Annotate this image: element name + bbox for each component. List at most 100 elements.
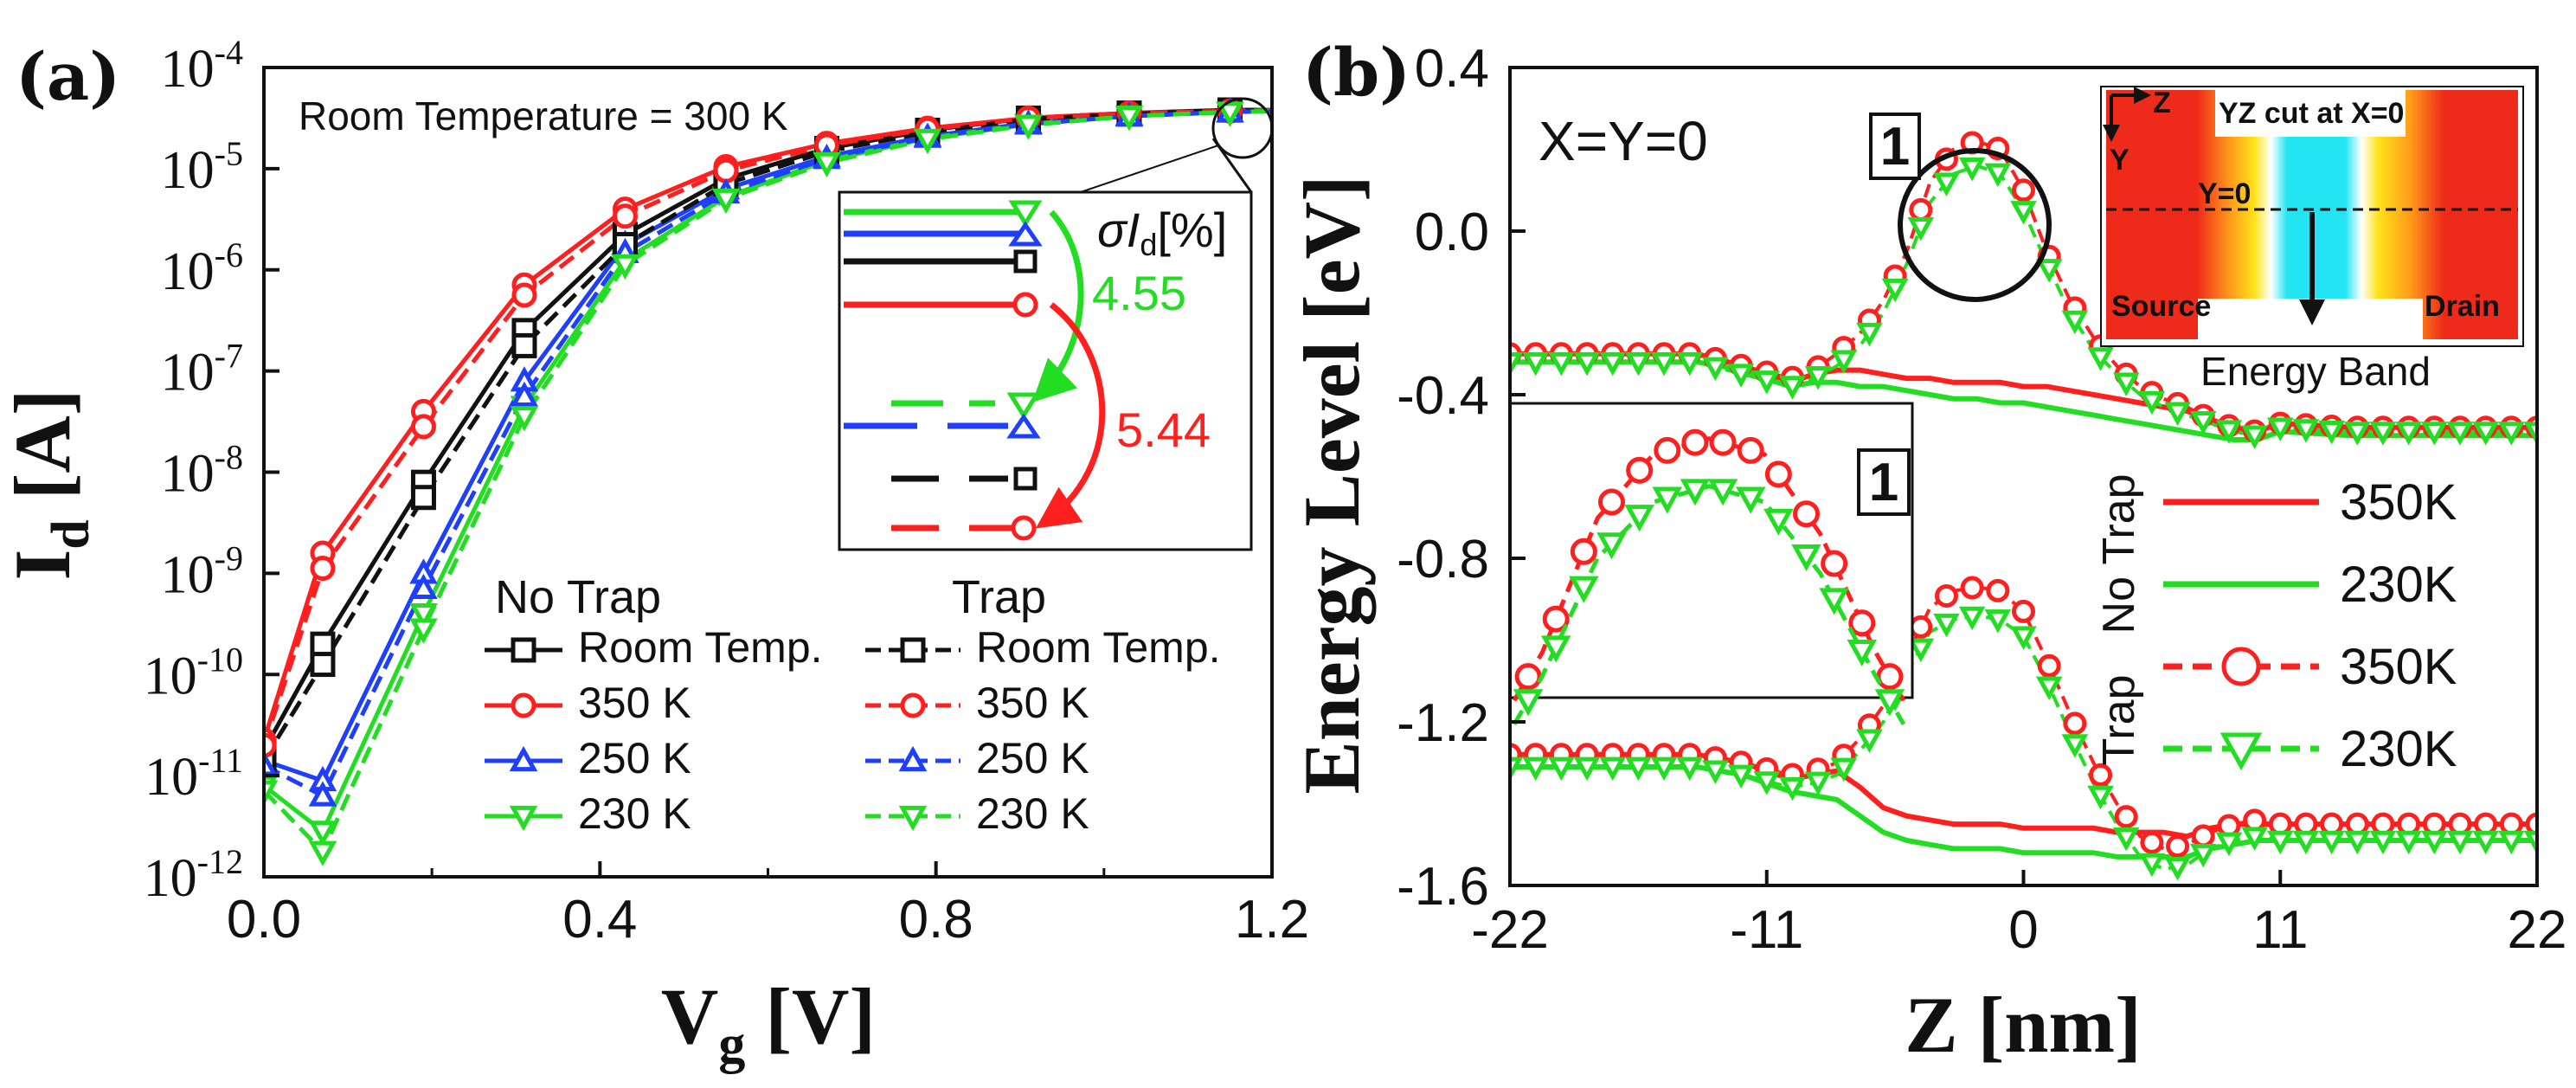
cut-y0-label: Y=0 [2198,177,2251,210]
panel-b-ticks: -22 -11 0 11 220.40.0-0.4-0.8-1.2-1.6 [1397,39,2566,960]
panel-b-ytick-label: -0.8 [1397,530,1489,589]
legend-a-label: 230 K [976,789,1089,838]
inset-marker-350k [1012,292,1038,318]
inset-callout-text: 1 [1869,453,1898,512]
legend-b-label: 230K [2340,557,2457,613]
panel-b-point-6 [2012,599,2035,623]
inset-b-point-0 [1654,436,1681,464]
panel-b-line-valence-5 [1510,764,2537,859]
panel-b-callout-text: 1 [1880,117,1910,177]
panel-a-xtick-label: 0.4 [562,890,637,950]
panel-b-callout-box [1869,113,1921,180]
panel-a-point-6-1 [308,781,337,807]
panel-b-point-7 [2395,830,2422,855]
panel-b-ytick-label: -1.6 [1397,857,1489,917]
panel-b-point-3 [2061,310,2089,335]
inset-b-point-1 [1569,576,1599,603]
panel-b-callout-circle [1898,148,2052,302]
panel-b-point-3 [1804,365,1832,390]
panel-b-xtick-label: -11 [1730,900,1803,960]
panel-a-point-5-3 [511,282,537,308]
panel-b-point-3 [1548,351,1575,377]
panel-a-inset: σId[%] 4.55 5.44 [838,190,1253,551]
panel-b-point-7 [2061,734,2089,758]
panel-b-point-3 [2395,422,2422,446]
panel-b-point-3 [2138,390,2166,415]
panel-b-point-7 [1573,756,1601,782]
panel-b-point-7 [2112,827,2140,852]
panel-b-yz-cut-inset: Z Y YZ cut at X=0 Y=0 Source Drain Energ… [2100,86,2524,394]
inset-b-point-0 [1876,663,1904,691]
panel-a-point-7-7 [913,128,942,155]
panel-b-point-7 [2292,830,2320,855]
panel-a-point-3-1 [308,821,337,847]
panel-a-point-7-9 [1115,106,1144,132]
panel-b-point-7 [2421,830,2448,855]
legend-b-label: 230K [2340,721,2457,777]
panel-b-point-7 [1522,756,1549,782]
inset-b-point-0 [1709,428,1737,456]
panel-b-legend: No Trap Trap 350K 230K 350K 230K [2094,474,2457,777]
panel-a-ytick-label: 10-4 [161,33,243,99]
panel-b-point-3 [2472,422,2499,446]
panel-a-line-trap-7 [264,108,1272,856]
panel-b-point-6 [2037,653,2061,678]
panel-b-point-7 [1753,771,1780,795]
panel-a-point-4-2 [410,485,436,511]
inset-b-point-1 [1819,588,1849,615]
panel-b-point-6 [2191,824,2215,848]
cut-label-bg [2215,90,2406,137]
legend-a-label: Room Temp. [578,623,823,672]
panel-a-point-7-4 [611,254,639,280]
panel-b-point-7 [2087,785,2114,810]
panel-b-point-7 [2369,830,2397,855]
panel-b-annotation: X=Y=0 [1539,110,1708,172]
panel-b-point-6 [2089,763,2113,787]
panel-b-point-7 [2318,830,2345,855]
panel-a-ticks: 0.0 0.4 0.8 1.2 10-4 10-5 10-6 10-7 10-8 10-9 10-1… [144,33,1309,950]
panel-b-ytick-label: -1.2 [1397,693,1489,753]
inset-b-point-1 [1624,505,1654,532]
panel-b-point-7 [1676,756,1703,782]
panel-b-point-6 [1986,578,2010,602]
panel-b-point-3 [2292,419,2320,443]
inset-b-point-1 [1513,689,1544,717]
panel-b-point-7 [2035,676,2063,701]
panel-b-point-7 [1984,609,2012,634]
panel-b-point-7 [1599,756,1626,782]
panel-b-xlabel: Z [nm] [1905,981,2141,1069]
panel-b-point-3 [1650,351,1678,377]
panel-b-point-2 [1909,197,1933,222]
panel-b-point-3 [1933,172,1960,196]
panel-a-point-0-1 [310,631,336,657]
panel-a-point-7-2 [409,618,438,644]
panel-a-series-group [264,97,1272,866]
panel-b-point-3 [2010,201,2037,225]
panel-a-legend: No Trap Trap Room Temp. 350 K 250 K 230 K Ro… [485,571,1221,838]
panel-a-point-5-5 [713,158,739,183]
legend-b-group-trap: Trap [2094,675,2144,766]
inset-marker-250k [1006,413,1041,439]
inset-b-point-1 [1707,479,1738,506]
panel-a-ytick-label: 10-7 [161,337,243,402]
cut-title: YZ cut at X=0 [2219,97,2404,130]
panel-a-ytick-label: 10-9 [161,538,243,604]
inset-b-point-0 [1848,609,1876,637]
legend-a-marker [898,805,928,832]
inset-arrow-red [1035,302,1106,529]
panel-b-point-2 [2012,178,2035,203]
panel-b-line-conduction-0 [1510,351,2537,435]
panel-b-point-3 [2421,422,2448,446]
panel-a-point-7-3 [510,406,539,432]
legend-head-no-trap: No Trap [495,571,661,623]
panel-a-point-6-2 [409,573,438,600]
panel-b-ytick-label: -0.4 [1397,366,1489,426]
panel-b-point-7 [2241,827,2268,851]
panel-b-point-3 [1881,278,1909,303]
panel-b-point-3 [2087,347,2114,371]
panel-a-point-7-5 [711,188,741,215]
inset-b-point-1 [1596,532,1627,560]
panel-b-point-7 [2215,832,2243,857]
panel-b-point-3 [2446,422,2474,446]
